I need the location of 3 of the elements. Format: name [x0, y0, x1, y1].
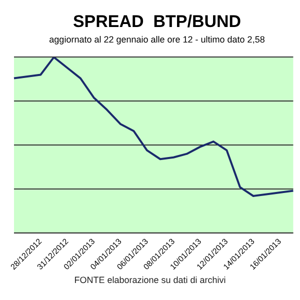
chart-subtitle: aggiornato al 22 gennaio alle ore 12 - ultimo dato 2,58 — [49, 34, 265, 44]
source-note: FONTE elaborazione su dati di archivi — [73, 275, 227, 285]
chart-title: SPREAD BTP/BUND — [72, 12, 242, 31]
